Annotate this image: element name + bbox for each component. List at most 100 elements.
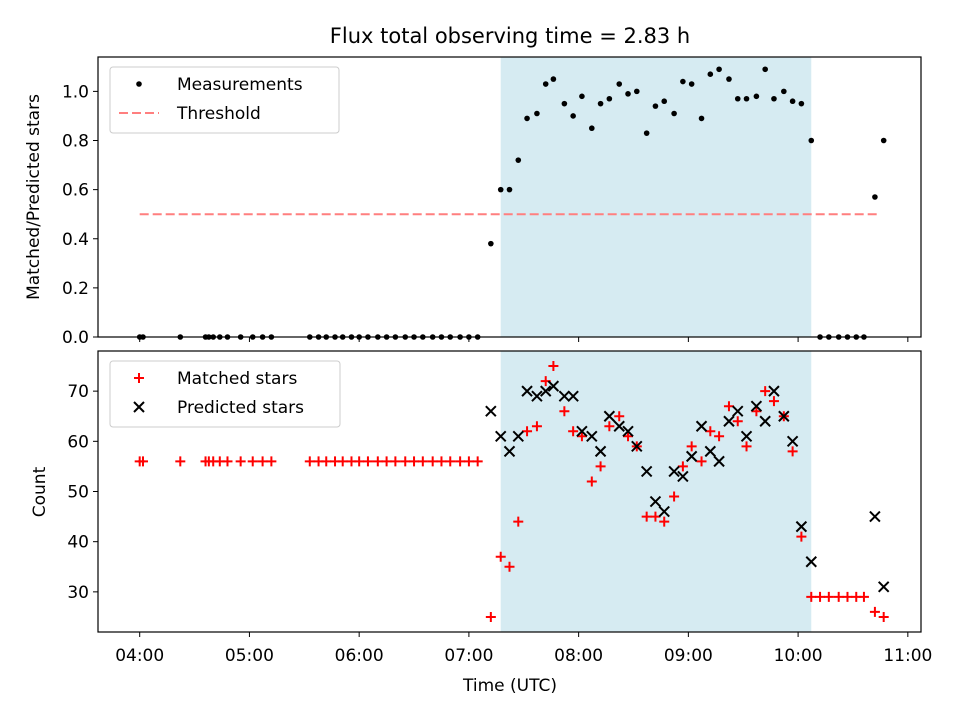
measurement-point (524, 115, 530, 122)
legend-marker-predicted (133, 401, 145, 413)
axes-frame (97, 56, 922, 338)
measurement-point (771, 95, 777, 102)
top-panel: 0.0 0.2 0.4 0.6 0.8 1.0 Measurements Threshold (62, 56, 922, 348)
legend-label: Matched stars (177, 369, 297, 389)
measurement-point (762, 66, 768, 73)
measurement-point (698, 115, 705, 122)
predicted-star-point (677, 470, 689, 483)
matched-star-point (485, 611, 496, 622)
matched-star-point (463, 456, 474, 467)
matched-star-point (400, 456, 411, 467)
matched-star-point (659, 516, 670, 527)
matched-star-point (815, 591, 826, 602)
matched-star-point (390, 456, 401, 467)
predicted-star-point (622, 425, 634, 437)
matched-star-point (513, 516, 524, 527)
measurement-point (734, 95, 741, 102)
x-axis-label: Time (UTC) (462, 676, 557, 696)
matched-star-point (714, 431, 725, 442)
matched-star-point (495, 551, 506, 562)
measurement-point (652, 103, 659, 109)
predicted-star-point (750, 400, 763, 412)
measurement-point (798, 100, 805, 107)
measurement-point (550, 76, 557, 82)
matched-star-point (878, 611, 889, 622)
y-tick-label: 70 (67, 382, 89, 402)
measurement-point (643, 130, 650, 136)
matched-star-point (304, 456, 315, 467)
predicted-star-point (795, 520, 808, 533)
predicted-star-point (713, 455, 725, 468)
predicted-star-point (512, 430, 524, 443)
matched-star-point (650, 511, 661, 522)
predicted-star-point (685, 450, 698, 463)
predicted-star-point (723, 415, 735, 427)
measurement-point (488, 240, 494, 247)
predicted-star-point (594, 445, 607, 458)
legend-label: Predicted stars (177, 398, 304, 418)
measurement-point (625, 91, 631, 97)
measurement-point (743, 95, 750, 102)
predicted-star-point (567, 390, 579, 402)
legend-label: Measurements (177, 75, 303, 95)
matched-star-point (175, 456, 186, 467)
y-tick-label: 50 (67, 483, 89, 503)
legend-marker-matched (134, 373, 144, 383)
bottom-panel: 30 40 50 60 70 04:00 05:00 06:00 07:00 08:00 09:00… (67, 350, 932, 666)
measurement-point (606, 95, 613, 102)
x-tick-label: 11:00 (883, 646, 932, 666)
matched-star-point (372, 456, 383, 467)
predicted-star-point (759, 415, 771, 427)
matched-star-point (427, 456, 438, 467)
matched-star-point (696, 456, 707, 467)
matched-star-point (548, 361, 559, 372)
matched-star-point (723, 401, 734, 412)
measurement-point (872, 194, 878, 200)
shaded-observing-region (500, 351, 812, 632)
y-tick-label: 0.8 (62, 132, 89, 152)
matched-star-point (235, 456, 246, 467)
measurement-point (534, 110, 540, 117)
measurement-point (616, 81, 623, 87)
matched-star-point (842, 591, 853, 602)
matched-star-point (595, 461, 606, 472)
measurement-point (880, 137, 887, 144)
matched-star-point (623, 431, 634, 442)
predicted-star-point (503, 445, 516, 458)
legend-marker-measurements (136, 81, 142, 87)
predicted-star-point (649, 495, 662, 508)
predicted-star-point (531, 390, 543, 402)
legend-box (109, 360, 341, 428)
matched-star-point (409, 456, 420, 467)
bottom-y-axis-label: Count (30, 466, 50, 517)
predicted-star-point (877, 581, 890, 593)
measurement-point (789, 98, 796, 105)
measurement-point (680, 78, 686, 85)
matched-star-point (531, 421, 542, 432)
predicted-star-point (805, 556, 817, 568)
matched-star-point (669, 491, 680, 502)
matched-star-point (686, 441, 697, 452)
predicted-star-point (778, 410, 790, 422)
measurement-point (506, 186, 513, 193)
x-tick-label: 10:00 (774, 646, 823, 666)
matched-star-point (247, 456, 258, 467)
matched-star-point (823, 591, 834, 602)
matched-star-point (586, 476, 597, 487)
predicted-star-point (768, 385, 780, 397)
predicted-star-point (668, 465, 680, 478)
measurement-point (515, 157, 522, 163)
matched-star-point (504, 561, 515, 572)
legend-label: Threshold (176, 104, 261, 124)
measurement-point (589, 125, 595, 132)
x-tick-label: 06:00 (335, 646, 384, 666)
x-tick-label: 07:00 (444, 646, 493, 666)
predicted-star-point (695, 420, 708, 432)
matched-star-point (559, 406, 570, 417)
matched-star-point (677, 461, 688, 472)
y-tick-label: 60 (67, 432, 89, 452)
matched-star-point (787, 446, 798, 457)
predicted-star-point (658, 505, 670, 518)
matched-star-point (705, 426, 716, 437)
y-tick-label: 0.0 (62, 328, 89, 348)
